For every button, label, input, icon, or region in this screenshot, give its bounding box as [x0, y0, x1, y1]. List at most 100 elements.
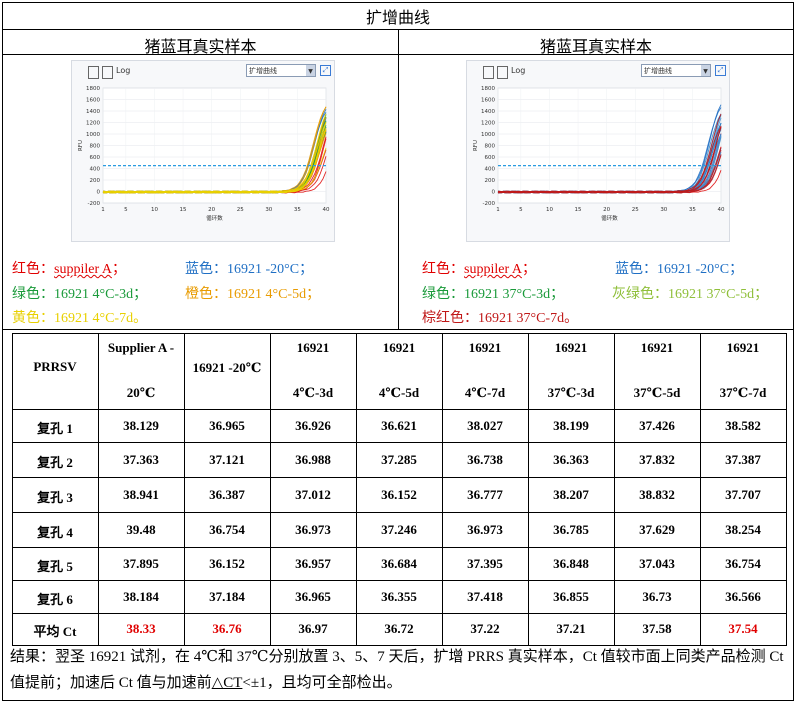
column-header-line2: 4℃-5d — [378, 385, 420, 400]
row-label: 复孔 3 — [37, 489, 73, 505]
column-header-line1: 16921 — [554, 340, 588, 355]
chart-type-select[interactable]: 扩增曲线 ▼ — [641, 64, 711, 77]
y-tick-label: 1600 — [86, 98, 100, 104]
y-tick-label: 1200 — [481, 121, 495, 127]
amplification-curve — [497, 113, 722, 193]
doc-title: 扩增曲线 — [365, 10, 430, 27]
ct-value-cell: 37.363 — [123, 451, 159, 467]
rule-line — [2, 700, 794, 701]
y-tick-label: 0 — [492, 190, 496, 196]
legend-item: 棕红色：16921 37°C-7d。 — [422, 307, 578, 327]
panel-header-right: 猪蓝耳真实样本 — [539, 39, 652, 56]
y-tick-label: -200 — [483, 201, 496, 207]
rule-line — [528, 333, 529, 646]
row-label: 复孔 6 — [37, 591, 73, 607]
y-tick-label: 1400 — [481, 109, 495, 115]
expand-icon[interactable]: ⤢ — [715, 65, 726, 76]
column-header-line1: Supplier A - — [107, 340, 175, 355]
rule-line — [2, 329, 794, 330]
chart-type-select-value: 扩增曲线 — [644, 67, 672, 75]
average-ct-label: 平均 Ct — [33, 624, 77, 639]
column-header-line2: 37℃-5d — [633, 385, 681, 400]
row-label: 复孔 2 — [37, 454, 73, 470]
x-tick-label: 10 — [546, 207, 553, 213]
ct-value-cell: 36.754 — [725, 555, 761, 571]
legend-sample-name: 16921 -20°C — [227, 262, 300, 277]
ct-value-cell: 38.199 — [553, 417, 589, 433]
legend-item: 红色：suppiler A； — [422, 258, 536, 278]
conclusion-text: 结果：翌圣 16921 试剂，在 4℃和 37℃分别放置 3、5、7 天后，扩增… — [10, 644, 790, 696]
rule-line — [793, 2, 794, 701]
rule-line — [12, 547, 787, 548]
rule-line — [12, 477, 787, 478]
ct-value-cell: 36.988 — [295, 451, 331, 467]
x-tick-label: 5 — [519, 207, 523, 213]
y-tick-label: 800 — [485, 144, 496, 150]
export-icon[interactable] — [102, 66, 113, 79]
ct-value-cell: 38.207 — [553, 486, 589, 502]
ct-value-cell: 37.012 — [295, 486, 331, 502]
ct-value-cell: 37.395 — [467, 555, 503, 571]
y-tick-label: 1800 — [86, 86, 100, 92]
ct-value-cell: 37.184 — [209, 588, 245, 604]
x-axis-label: 循环数 — [601, 214, 618, 222]
legend-separator: ； — [299, 262, 314, 277]
y-tick-label: 200 — [485, 178, 496, 184]
conclusion-delta-ct: △CT — [211, 675, 243, 691]
ct-value-cell: 36.965 — [295, 588, 331, 604]
y-tick-label: 400 — [90, 167, 101, 173]
x-tick-label: 25 — [632, 207, 639, 213]
ct-value-cell: 38.941 — [123, 486, 159, 502]
rule-line — [184, 333, 185, 646]
column-header-line1: 16921 — [296, 340, 330, 355]
log-toggle[interactable]: Log — [116, 66, 131, 75]
legend-separator: ； — [111, 262, 126, 277]
conclusion-part2: <±1，且均可全部检出。 — [242, 675, 402, 691]
column-header-line2: 37℃-3d — [547, 385, 595, 400]
y-tick-label: 1400 — [86, 109, 100, 115]
legend-item: 绿色：16921 4°C-3d； — [12, 283, 147, 303]
chart-view-icon[interactable] — [88, 66, 99, 79]
export-icon[interactable] — [497, 66, 508, 79]
log-toggle[interactable]: Log — [511, 66, 526, 75]
legend-separator: ； — [729, 262, 744, 277]
y-tick-label: 600 — [485, 155, 496, 161]
legend-item: 红色：suppiler A； — [12, 258, 126, 278]
ct-value-cell: 36.738 — [467, 451, 503, 467]
rule-line — [12, 512, 787, 513]
x-tick-label: 25 — [237, 207, 244, 213]
ct-value-cell: 38.129 — [123, 417, 159, 433]
rule-line — [12, 580, 787, 581]
expand-icon[interactable]: ⤢ — [320, 65, 331, 76]
legend-separator: ； — [306, 287, 321, 302]
legend-color-label: 黄色： — [12, 311, 54, 326]
ct-value-cell: 37.285 — [381, 451, 417, 467]
x-tick-label: 20 — [208, 207, 215, 213]
legend-sample-name: 16921 -20°C — [657, 262, 730, 277]
rule-line — [12, 645, 787, 646]
y-tick-label: 1800 — [481, 86, 495, 92]
y-tick-label: 1000 — [86, 132, 100, 138]
average-ct-value: 36.97 — [298, 621, 328, 636]
legend-color-label: 橙色： — [185, 287, 227, 302]
rule-line — [442, 333, 443, 646]
y-tick-label: -200 — [88, 201, 101, 207]
x-tick-label: 10 — [151, 207, 158, 213]
legend-separator: ； — [754, 287, 769, 302]
ct-value-cell: 36.355 — [381, 588, 417, 604]
x-tick-label: 1 — [101, 207, 105, 213]
chart-toolbar: Log 扩增曲线 ▼ ⤢ — [467, 61, 729, 83]
chart-view-icon[interactable] — [483, 66, 494, 79]
conclusion-part1: 结果：翌圣 16921 试剂，在 4℃和 37℃分别放置 3、5、7 天后，扩增… — [10, 649, 784, 691]
ct-value-cell: 37.832 — [639, 451, 675, 467]
rule-line — [786, 333, 787, 646]
average-ct-value: 36.76 — [212, 621, 242, 636]
column-header-line2: 4℃-7d — [464, 385, 506, 400]
y-tick-label: 200 — [90, 178, 101, 184]
average-ct-value: 36.72 — [384, 621, 414, 636]
x-tick-label: 35 — [294, 207, 301, 213]
chart-type-select[interactable]: 扩增曲线 ▼ — [246, 64, 316, 77]
column-header-line1: 16921 — [640, 340, 674, 355]
